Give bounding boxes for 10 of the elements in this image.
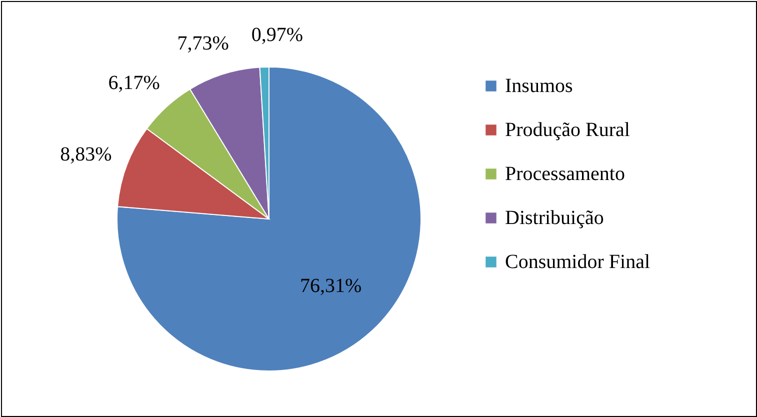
- data-label: 6,17%: [108, 72, 160, 94]
- legend-label: Consumidor Final: [505, 251, 650, 273]
- legend-label: Produção Rural: [505, 119, 630, 141]
- legend-label: Distribuição: [505, 207, 604, 229]
- data-label: 8,83%: [60, 143, 112, 166]
- legend-label: Insumos: [505, 75, 573, 97]
- data-label: 76,31%: [300, 275, 362, 298]
- data-label: 0,97%: [251, 24, 304, 46]
- legend-label: Processamento: [505, 163, 625, 185]
- data-label: 7,73%: [177, 32, 229, 54]
